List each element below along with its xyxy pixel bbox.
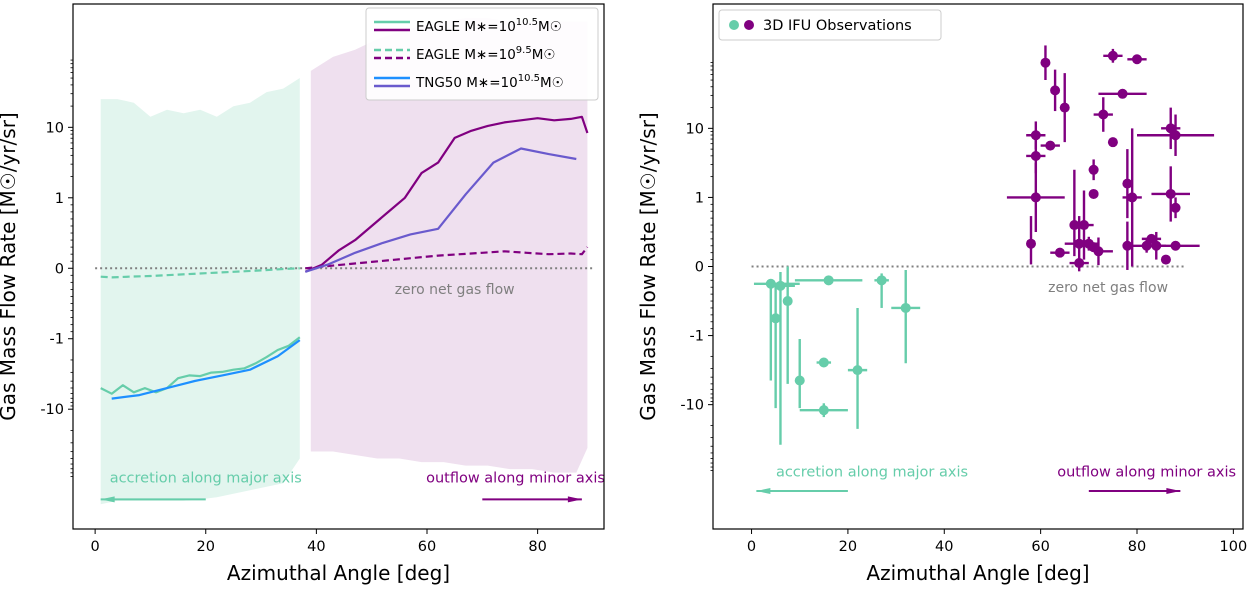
legend-marker-green	[729, 20, 739, 30]
y-axis-label: Gas Mass Flow Rate [M☉/yr/sr]	[0, 112, 20, 420]
legend-box	[365, 7, 599, 101]
annotation-text-1: outflow along minor axis	[1057, 465, 1236, 481]
annotation-text-0: accretion along major axis	[110, 470, 302, 486]
outflow-point-17	[1093, 246, 1104, 257]
outflow-point-20	[1107, 137, 1118, 148]
outflow-point-7	[1054, 247, 1065, 258]
axes-frame	[72, 3, 605, 530]
outflow-point-18	[1098, 109, 1109, 120]
y-axis-label: Gas Mass Flow Rate [M☉/yr/sr]	[636, 112, 660, 420]
accretion-point-10	[900, 302, 911, 313]
legend-box	[718, 9, 942, 41]
annotation-arrow-head-0	[100, 496, 115, 503]
annotation-arrow-head-1	[567, 496, 582, 503]
legend-marker-purple	[744, 20, 754, 30]
series-line-0	[100, 336, 301, 395]
x-axis-label: Azimuthal Angle [deg]	[227, 561, 450, 585]
accretion-point-9	[876, 275, 887, 286]
series-line-4	[111, 339, 301, 400]
outflow-point-34	[1170, 240, 1181, 251]
y-tick-label: 0	[55, 261, 64, 277]
y-tick-label: 1	[55, 191, 64, 207]
annotation-text-1: outflow along minor axis	[426, 470, 605, 486]
outflow-point-25	[1132, 54, 1142, 65]
left-panel-simulations: zero net gas flow accretion along major a…	[0, 3, 605, 585]
y-tick-label: -1	[50, 332, 64, 348]
x-tick-label: 20	[197, 539, 215, 555]
outflow-point-5	[1045, 140, 1056, 151]
y-tick-label: -10	[680, 398, 704, 414]
outflow-point-15	[1088, 188, 1099, 199]
annotation-arrow-head-0	[756, 488, 771, 495]
x-tick-label: 60	[418, 539, 436, 555]
series-line-5	[304, 147, 577, 273]
x-tick-label: 60	[1031, 539, 1049, 555]
y-tick-label: -1	[690, 329, 704, 345]
outflow-point-21	[1117, 88, 1128, 99]
y-tick-label: 10	[686, 121, 704, 137]
x-tick-label: 0	[747, 539, 756, 555]
outflow-point-32	[1170, 130, 1181, 141]
accretion-point-7	[823, 275, 834, 286]
outflow-point-24	[1127, 192, 1138, 203]
y-tick-label: 10	[46, 120, 64, 136]
legend: 3D IFU Observations	[718, 9, 942, 41]
series-line-2	[100, 267, 300, 279]
outflow-point-23	[1122, 240, 1133, 251]
band-accretion	[100, 78, 300, 505]
x-tick-label: 40	[307, 539, 325, 555]
accretion-point-6	[818, 405, 829, 416]
accretion-point-2	[775, 280, 786, 291]
outflow-point-19	[1107, 50, 1118, 61]
x-tick-label: 40	[935, 539, 953, 555]
y-tick-label: 1	[695, 190, 704, 206]
outflow-point-14	[1088, 164, 1099, 175]
outflow-point-2	[1030, 150, 1041, 161]
x-axis-label: Azimuthal Angle [deg]	[866, 561, 1089, 585]
band-outflow	[310, 18, 588, 473]
accretion-point-5	[818, 357, 829, 368]
right-panel-observations: zero net gas flow accretion along major a…	[636, 3, 1248, 585]
outflow-point-1	[1030, 192, 1041, 203]
outflow-point-11	[1074, 258, 1085, 269]
series-line-1	[304, 115, 589, 273]
x-tick-label: 20	[839, 539, 857, 555]
outflow-point-3	[1030, 130, 1041, 141]
outflow-point-30	[1165, 188, 1176, 199]
y-tick-label: 0	[695, 260, 704, 276]
x-tick-label: 0	[91, 539, 100, 555]
outflow-point-33	[1170, 202, 1181, 213]
accretion-point-8	[852, 365, 863, 376]
outflow-point-0	[1026, 238, 1036, 249]
outflow-point-12	[1079, 220, 1089, 231]
x-tick-label: 80	[528, 539, 546, 555]
legend-label: 3D IFU Observations	[763, 18, 912, 34]
outflow-point-22	[1122, 178, 1133, 189]
x-tick-label: 100	[1220, 539, 1248, 555]
outflow-point-4	[1040, 57, 1051, 68]
outflow-point-9	[1069, 220, 1080, 231]
accretion-point-4	[794, 375, 805, 386]
annotation-text-0: accretion along major axis	[776, 465, 968, 481]
outflow-point-29	[1160, 254, 1171, 265]
legend-label-0: EAGLE M∗=1010.5M☉	[416, 17, 562, 35]
accretion-point-1	[770, 313, 781, 324]
zero-flow-label: zero net gas flow	[1048, 280, 1168, 296]
annotation-arrow-head-1	[1166, 488, 1181, 495]
accretion-point-3	[782, 296, 793, 307]
outflow-point-6	[1050, 85, 1061, 96]
legend: EAGLE M∗=1010.5M☉ EAGLE M∗=109.5M☉ TNG50 M…	[365, 7, 599, 101]
x-tick-label: 80	[1128, 539, 1146, 555]
legend-label-2: TNG50 M∗=1010.5M☉	[415, 73, 564, 91]
legend-label-1: EAGLE M∗=109.5M☉	[416, 45, 555, 63]
series-line-3	[305, 246, 589, 270]
zero-flow-label: zero net gas flow	[395, 282, 515, 298]
y-tick-label: -10	[40, 402, 64, 418]
accretion-point-0	[765, 278, 776, 289]
outflow-point-8	[1059, 102, 1070, 113]
